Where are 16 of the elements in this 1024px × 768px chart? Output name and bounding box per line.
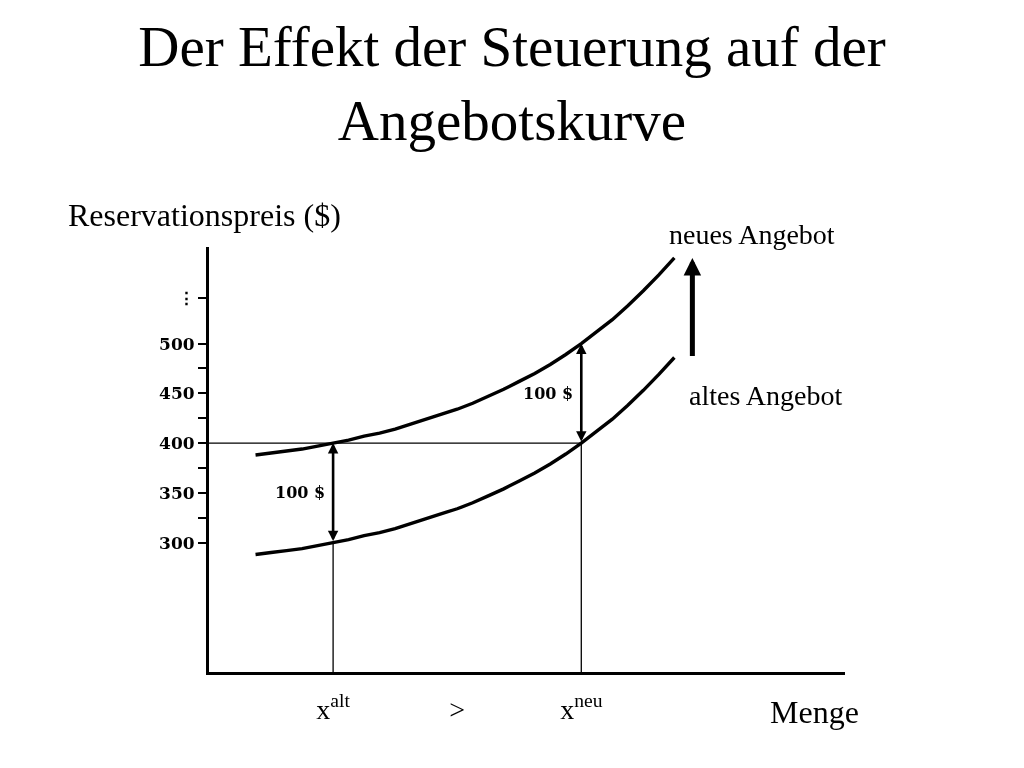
x-tick-label: x$^{neu}$ [560,689,603,725]
series-label: neues Angebot [669,219,835,250]
y-tick-label: 400 [159,433,195,454]
x-tick-label: x$^{alt}$ [316,689,351,725]
series-label: altes Angebot [689,380,843,411]
y-tick-label: ⋮ [177,287,195,308]
y-tick-label: 350 [159,482,195,503]
x-axis-title: Menge [770,694,859,730]
annotation: 100 $ [275,483,326,502]
y-axis-title: Reservationspreis ($) [68,197,341,233]
y-tick-label: 500 [159,333,195,354]
y-tick-label: 450 [159,383,195,404]
x-tick-label: > [449,693,466,725]
y-tick-label: 300 [159,532,195,553]
annotation: 100 $ [523,384,574,403]
chart-title: Der Effekt der Steuerung auf der Angebotskurve [138,15,886,153]
